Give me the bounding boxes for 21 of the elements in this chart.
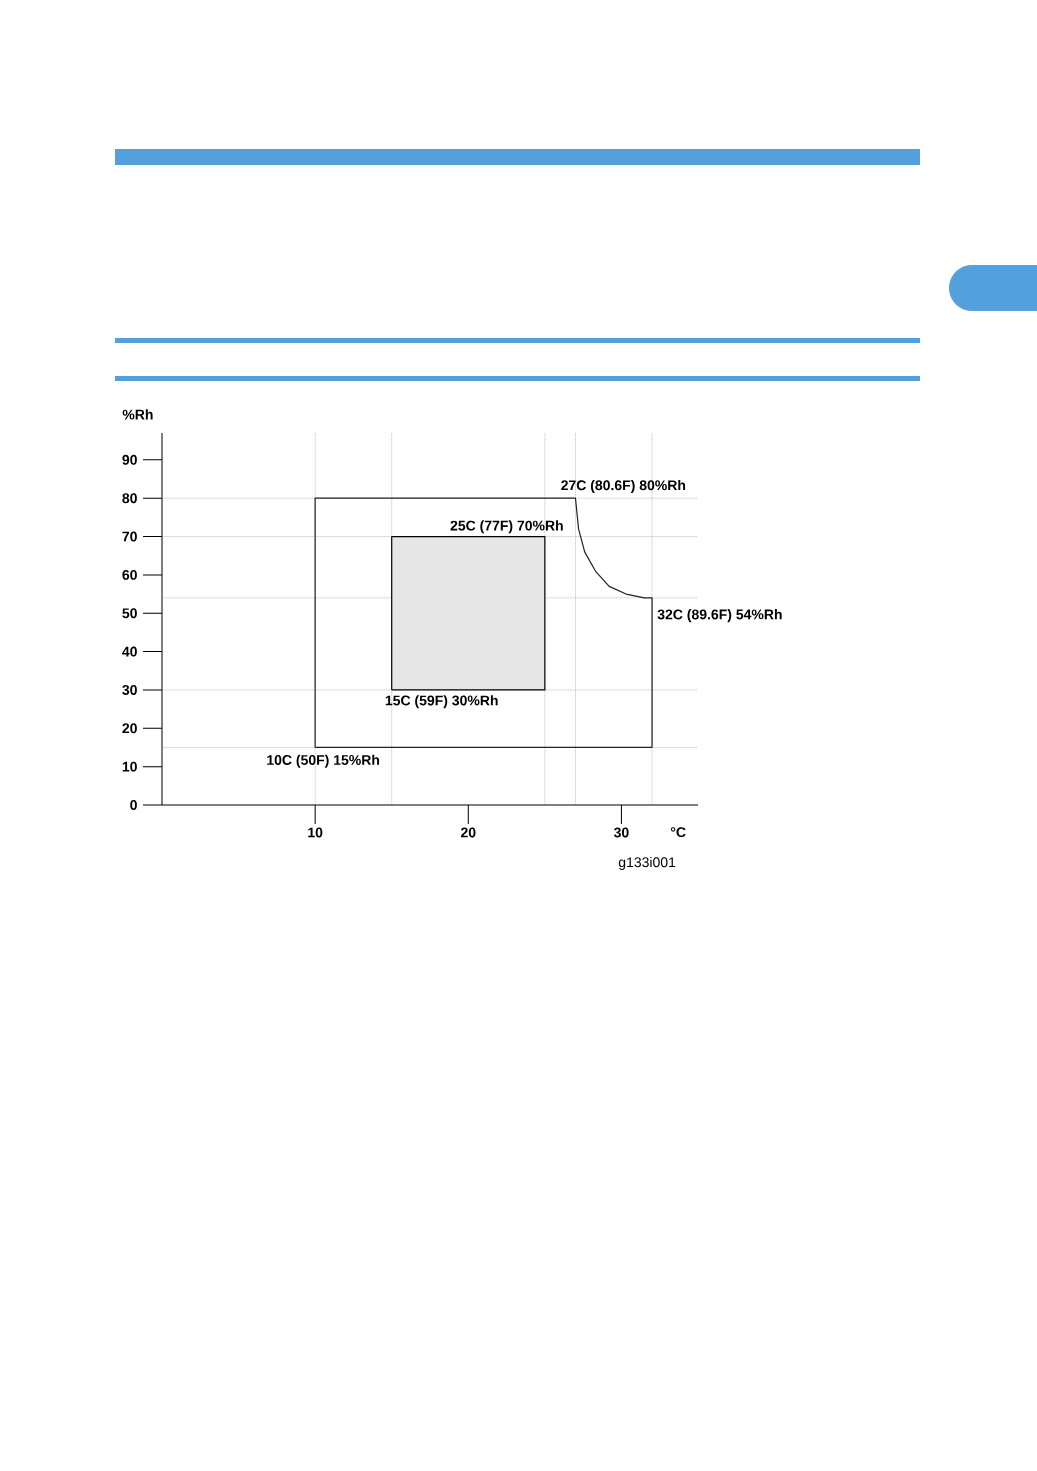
- x-tick-label: 10: [308, 827, 323, 838]
- annotation: 27C (80.6F) 80%Rh: [561, 479, 686, 493]
- y-tick-label: 0: [130, 800, 137, 810]
- annotation: 32C (89.6F) 54%Rh: [657, 609, 782, 623]
- y-tick-label: 60: [122, 569, 137, 580]
- y-tick-label: 20: [122, 723, 137, 734]
- y-tick-label: 70: [122, 531, 137, 542]
- x-tick-label: 20: [460, 827, 476, 838]
- y-tick-label: 50: [122, 608, 137, 619]
- x-axis-title: °C: [670, 827, 686, 838]
- text: g133i001: [618, 856, 676, 870]
- annotation: 15C (59F) 30%Rh: [385, 695, 498, 709]
- x-tick-label: 30: [613, 827, 629, 838]
- y-tick-label: 90: [122, 454, 137, 465]
- y-tick-label: 30: [122, 684, 137, 695]
- annotation: 10C (50F) 15%Rh: [267, 754, 380, 768]
- annotation: 25C (77F) 70%Rh: [450, 520, 563, 534]
- y-tick-label: 10: [122, 761, 137, 772]
- y-tick-label: 40: [122, 646, 137, 657]
- y-tick-label: 80: [122, 493, 137, 504]
- y-axis-title: %Rh: [122, 409, 153, 420]
